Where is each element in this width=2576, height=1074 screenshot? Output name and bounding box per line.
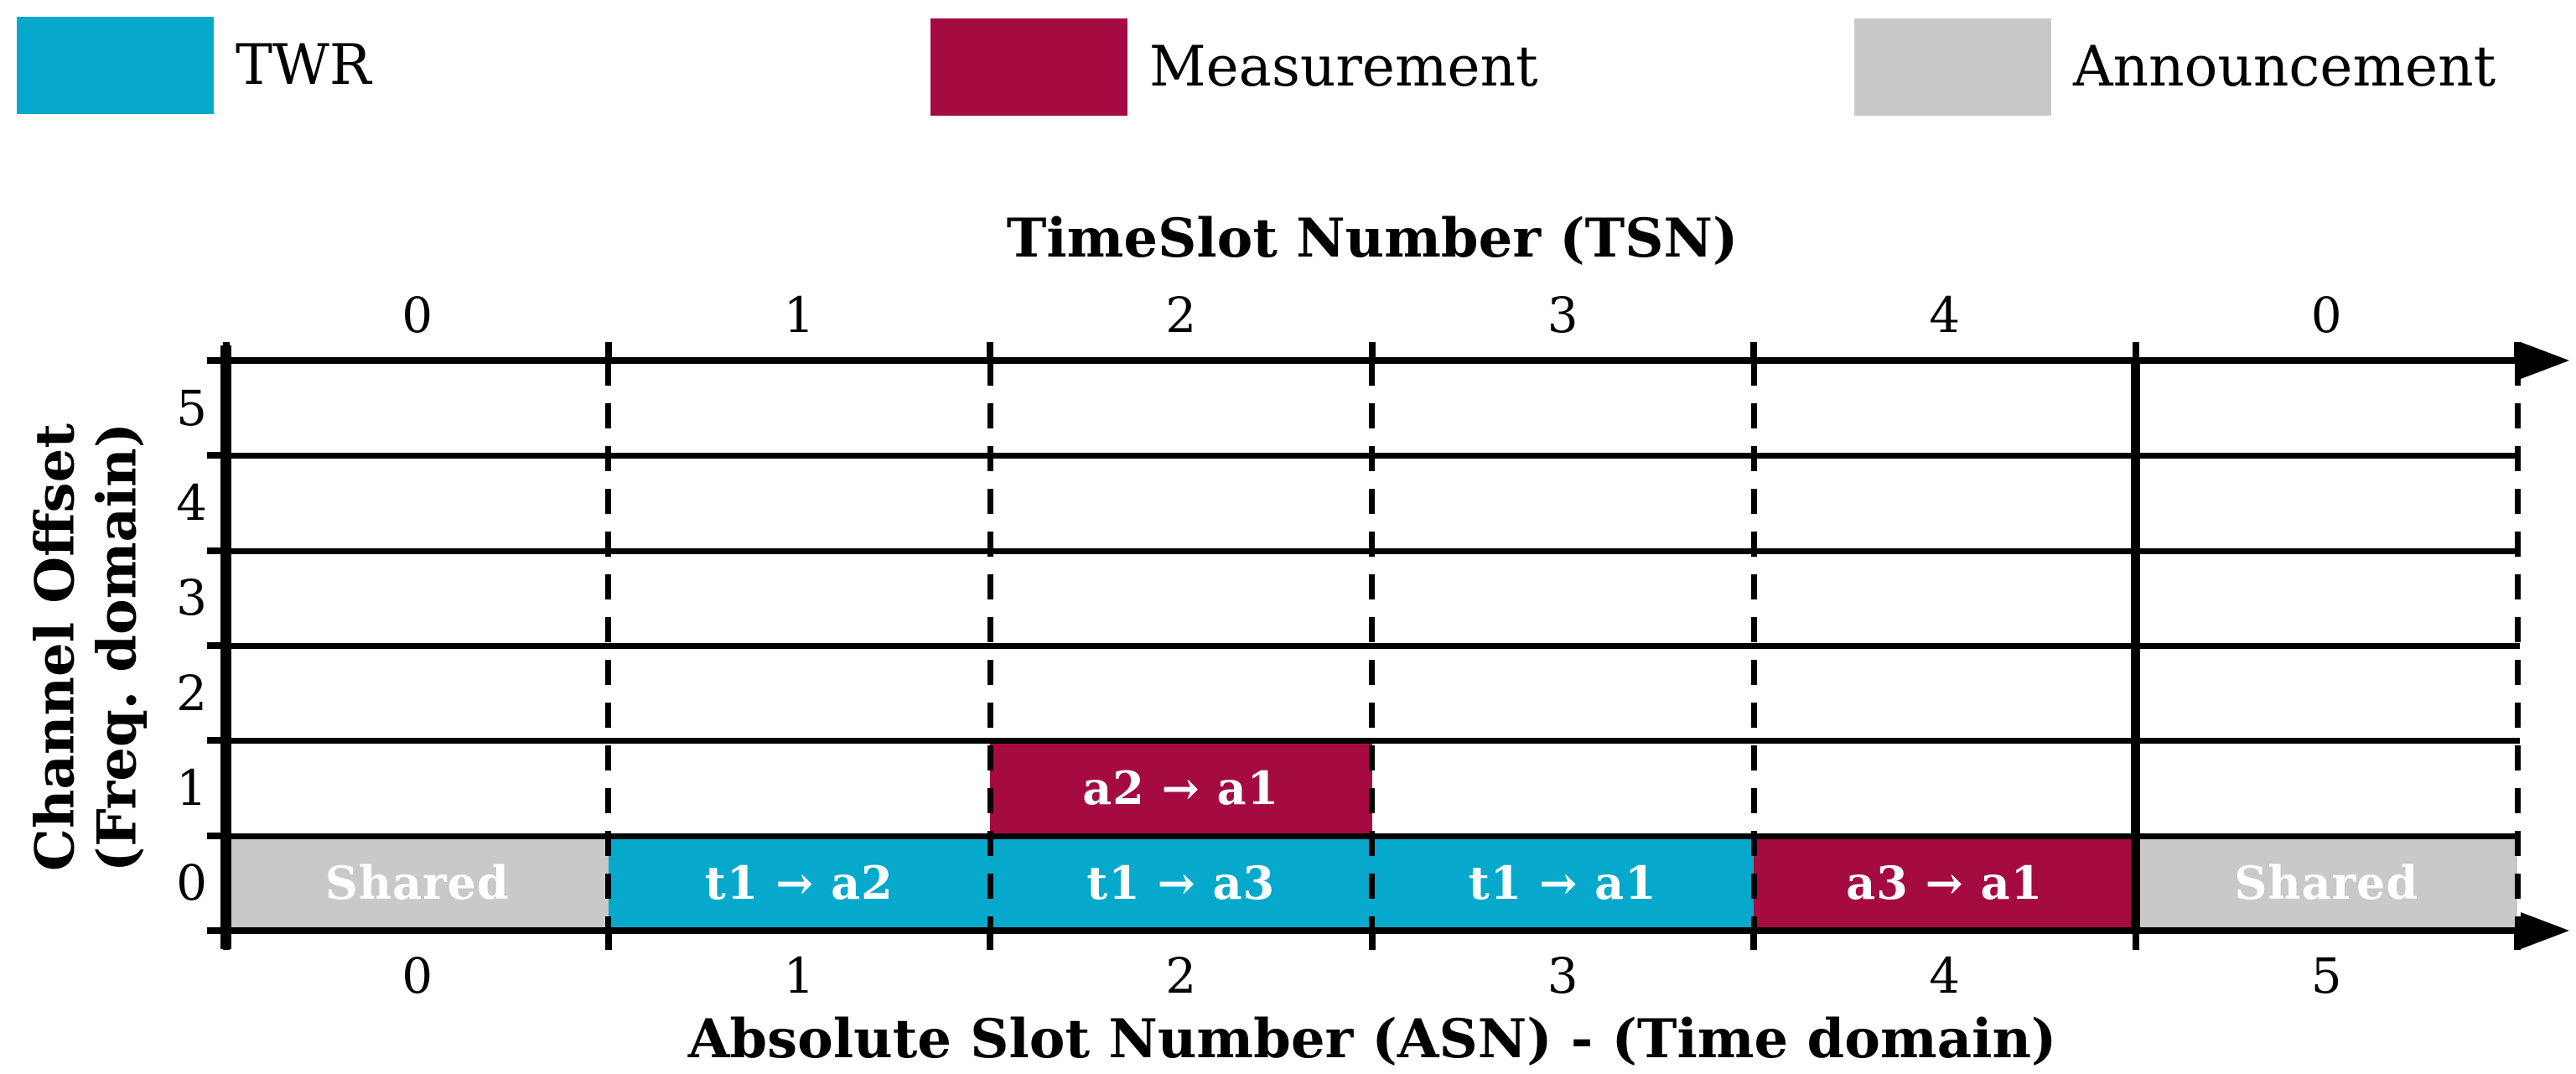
- legend-swatch-measurement: [930, 18, 1127, 116]
- left-axis-title-line1: Channel Offset: [23, 423, 87, 871]
- left-axis-title: Channel Offset (Freq. domain): [23, 422, 148, 873]
- left-axis-tick: [207, 642, 221, 649]
- top-axis-tick: [1750, 342, 1757, 358]
- left-axis-tick: [207, 927, 221, 934]
- slot-boundary-dashed-line: [987, 361, 993, 931]
- top-tick-label: 2: [1165, 287, 1197, 344]
- bottom-tick-label: 4: [1929, 947, 1961, 1004]
- bottom-tick-label: 3: [1547, 947, 1578, 1004]
- bottom-tick-label: 2: [1165, 947, 1197, 1004]
- slotframe-boundary-line: [2131, 357, 2140, 934]
- bottom-tick-label: 0: [402, 947, 433, 1004]
- schedule-cell-asn5-ch0: Shared: [2135, 835, 2517, 931]
- left-tick-label: 0: [176, 854, 207, 912]
- bottom-tick-label: 1: [783, 947, 815, 1004]
- bottom-axis-tick: [2514, 934, 2521, 950]
- left-axis-tick: [207, 737, 221, 745]
- schedule-cell-asn3-ch0: t1 → a1: [1371, 835, 1754, 931]
- schedule-cell-asn1-ch0: t1 → a2: [608, 835, 990, 931]
- bottom-axis-line: [220, 927, 2526, 934]
- left-axis-tick: [207, 547, 221, 554]
- left-axis-title-line2: (Freq. domain): [86, 422, 148, 873]
- top-axis-tick: [223, 342, 230, 358]
- schedule-cell-asn0-ch0: Shared: [226, 835, 609, 931]
- bottom-axis-tick: [223, 934, 230, 950]
- bottom-axis-tick: [1750, 934, 1757, 950]
- legend-item-twr: TWR: [17, 17, 371, 114]
- top-axis-tick: [2132, 342, 2139, 358]
- plot-right-edge-dashed-line: [2514, 361, 2521, 931]
- legend-label-measurement: Measurement: [1149, 34, 1538, 99]
- legend-item-measurement: Measurement: [930, 18, 1538, 116]
- left-tick-label: 5: [176, 379, 207, 437]
- bottom-axis-tick: [2132, 934, 2139, 950]
- legend-label-twr: TWR: [236, 33, 371, 97]
- legend-label-announcement: Announcement: [2073, 34, 2496, 99]
- top-axis-line-arrow: [2521, 342, 2569, 379]
- slot-boundary-dashed-line: [1369, 361, 1375, 931]
- top-axis-tick: [604, 342, 612, 358]
- top-tick-label: 3: [1547, 287, 1578, 344]
- bottom-axis-title: Absolute Slot Number (ASN) - (Time domai…: [687, 1008, 2057, 1071]
- left-axis-tick: [207, 452, 221, 459]
- top-tick-label: 4: [1929, 287, 1961, 344]
- bottom-axis-tick: [987, 934, 993, 950]
- top-tick-label: 0: [402, 287, 433, 344]
- legend-swatch-twr: [17, 17, 214, 114]
- top-axis-tick: [987, 342, 993, 358]
- schedule-cell-asn2-ch0: t1 → a3: [990, 835, 1372, 931]
- bottom-axis-tick: [604, 934, 612, 950]
- legend-item-announcement: Announcement: [1854, 18, 2496, 116]
- slot-boundary-dashed-line: [605, 361, 611, 931]
- top-axis-title: TimeSlot Number (TSN): [1006, 207, 1739, 270]
- left-tick-label: 3: [176, 569, 207, 627]
- top-axis-tick: [2514, 342, 2521, 358]
- top-tick-label: 1: [783, 287, 815, 344]
- left-tick-label: 1: [176, 760, 207, 817]
- left-axis-line: [220, 345, 231, 949]
- bottom-axis-tick: [1368, 934, 1376, 950]
- left-axis-tick: [207, 357, 221, 364]
- top-tick-label: 0: [2310, 287, 2342, 344]
- left-tick-label: 2: [176, 664, 207, 722]
- bottom-axis-line-arrow: [2521, 912, 2569, 949]
- left-axis-tick: [207, 832, 221, 839]
- top-axis-tick: [1368, 342, 1376, 358]
- schedule-cell-asn4-ch0: a3 → a1: [1754, 835, 2136, 931]
- left-tick-label: 4: [176, 475, 207, 532]
- schedule-cell-asn2-ch1: a2 → a1: [990, 740, 1372, 836]
- slot-boundary-dashed-line: [1750, 361, 1757, 931]
- legend-swatch-announcement: [1854, 18, 2051, 116]
- bottom-tick-label: 5: [2310, 947, 2342, 1004]
